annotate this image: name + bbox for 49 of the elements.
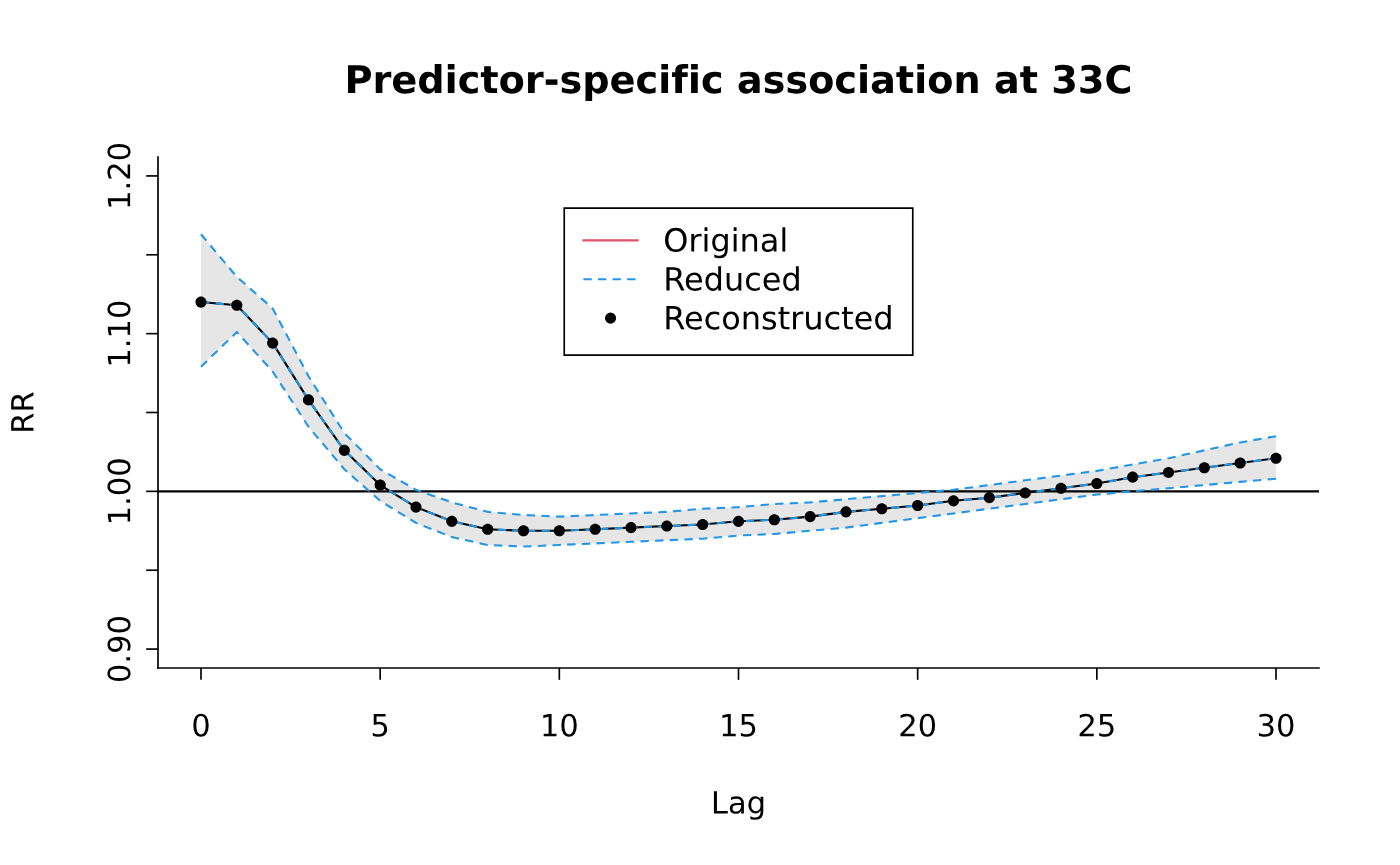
point [410, 501, 422, 513]
point [231, 299, 243, 311]
point [302, 394, 315, 406]
point [983, 492, 995, 504]
y-axis-title: RR [11, 392, 34, 431]
x-tick-label: 30 [1258, 713, 1294, 737]
point [195, 296, 207, 308]
point [1234, 457, 1246, 469]
point [732, 515, 745, 527]
x-tick-label: 15 [722, 714, 756, 737]
point [553, 525, 565, 537]
point [625, 522, 637, 534]
point [589, 523, 601, 535]
point [912, 500, 924, 512]
point [840, 506, 852, 518]
legend-label: Original [665, 227, 786, 259]
point [697, 518, 709, 531]
x-tick-label: 20 [900, 713, 936, 737]
point [876, 503, 888, 515]
point [1198, 462, 1210, 474]
point [804, 511, 816, 523]
x-tick-label: 0 [193, 713, 209, 737]
line-series [199, 331, 1278, 548]
point [446, 515, 458, 527]
x-tick-label: 25 [1079, 713, 1114, 737]
point [768, 514, 780, 526]
point [267, 337, 279, 349]
point [338, 444, 350, 456]
legend-label: Reduced [666, 266, 799, 291]
point [1270, 452, 1282, 464]
point [374, 479, 386, 491]
point [1162, 466, 1175, 478]
chart-title: Predictor-specific association at 33C [348, 64, 1131, 102]
x-axis-title: Lag [713, 791, 764, 820]
y-tick-label: 1.10 [107, 301, 131, 365]
y-tick-label: 0.90 [107, 617, 131, 682]
y-tick-label: 1.20 [107, 143, 131, 207]
point [517, 525, 530, 537]
point [1019, 487, 1031, 499]
point [1127, 471, 1139, 483]
point [1055, 482, 1067, 494]
point [947, 495, 960, 507]
point [482, 523, 494, 535]
point [661, 520, 673, 532]
y-tick-label: 1.00 [107, 459, 131, 523]
legend-label: Reconstructed [666, 305, 891, 330]
point [1091, 477, 1103, 490]
x-tick-label: 10 [543, 713, 577, 737]
x-tick-label: 5 [372, 714, 388, 737]
